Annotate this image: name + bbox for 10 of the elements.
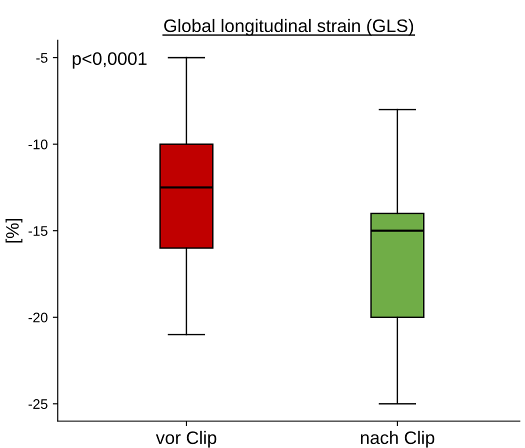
y-tick-label: -10 xyxy=(28,140,48,150)
y-tick-label: -20 xyxy=(28,312,48,322)
y-tick-label: -25 xyxy=(28,399,48,409)
x-tick-label: vor Clip xyxy=(156,430,216,448)
annotation: p<0,0001 xyxy=(72,52,147,69)
y-axis-title: [%] xyxy=(6,218,22,242)
chart-title: Global longitudinal strain (GLS) xyxy=(164,18,414,36)
y-tick-label: -5 xyxy=(36,53,48,63)
y-tick-label: -15 xyxy=(28,226,48,236)
x-tick-label: nach Clip xyxy=(360,430,434,448)
